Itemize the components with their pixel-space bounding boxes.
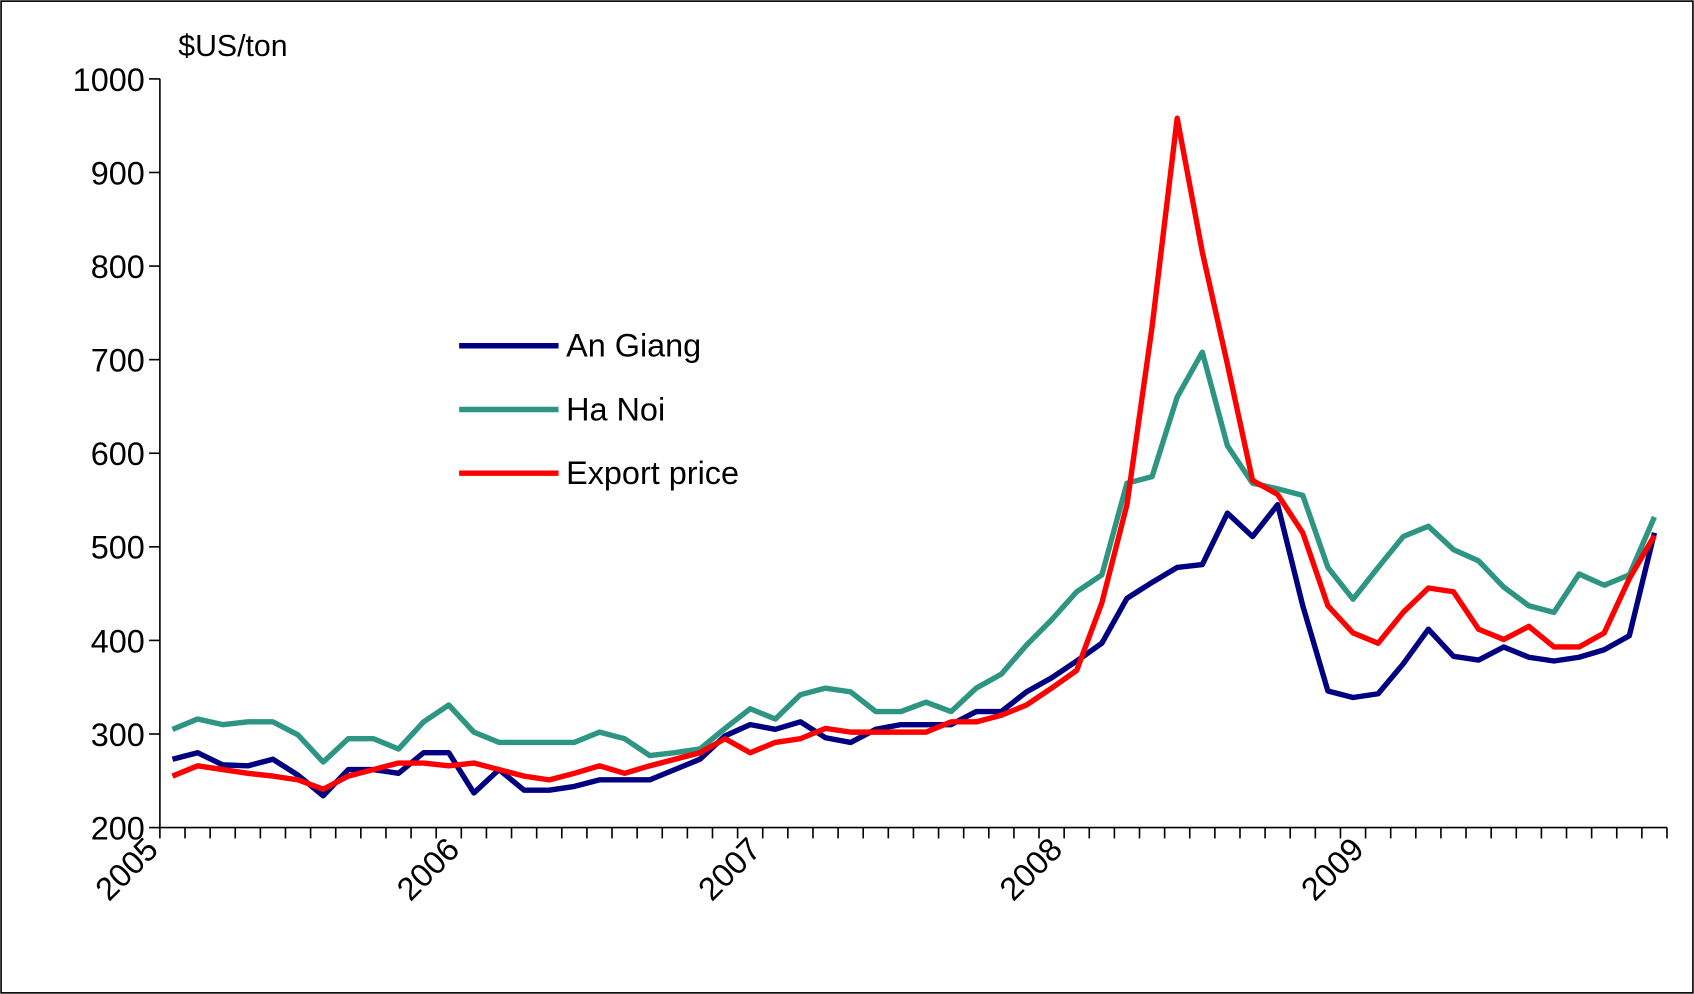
y-tick-label: 200 (91, 810, 145, 846)
y-tick-label: 700 (91, 343, 145, 379)
y-tick-label: 900 (91, 155, 145, 191)
y-tick-label: 300 (91, 717, 145, 753)
legend-label: Ha Noi (566, 391, 665, 427)
legend-label: Export price (566, 455, 739, 491)
y-tick-label: 800 (91, 249, 145, 285)
series-line (171, 115, 1657, 792)
y-tick-label: 600 (91, 436, 145, 472)
series-line (171, 349, 1657, 765)
y-axis-label: $US/ton (178, 30, 287, 63)
y-tick-label: 400 (91, 623, 145, 659)
series-line (171, 502, 1658, 799)
y-tick-label: 1000 (73, 62, 145, 98)
legend-label: An Giang (566, 328, 701, 364)
y-tick-label: 500 (91, 530, 145, 566)
